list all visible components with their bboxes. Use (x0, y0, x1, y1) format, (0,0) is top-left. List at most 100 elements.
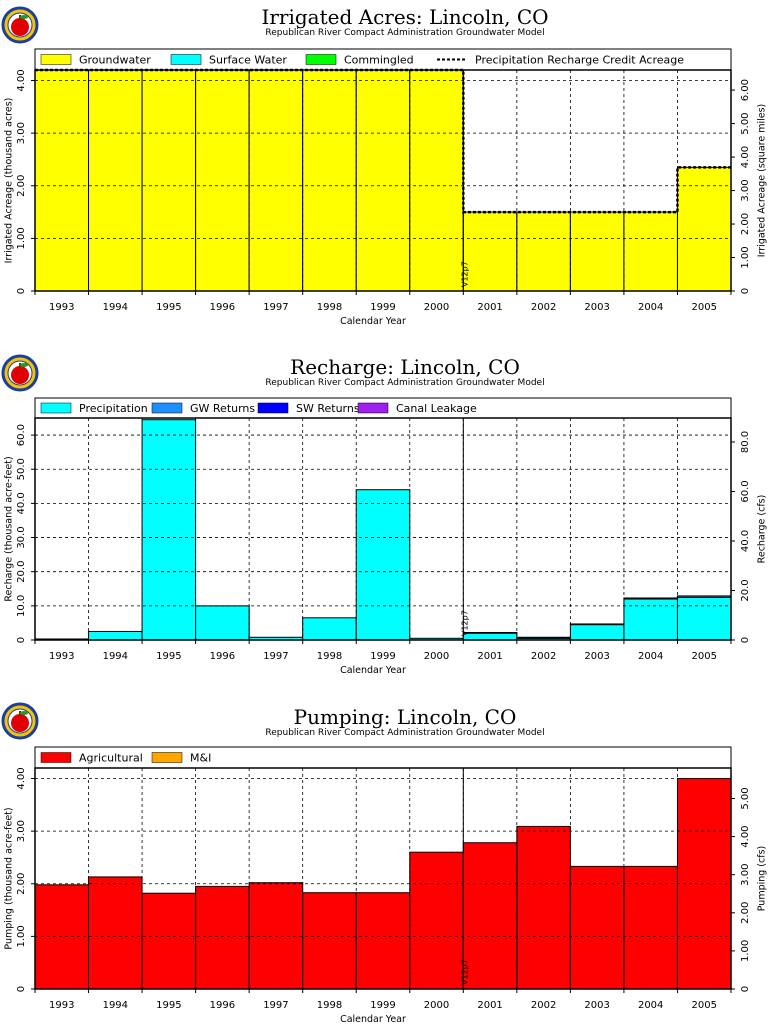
y-axis-label: Pumping (thousand acre-feet) (4, 807, 15, 949)
bar (141, 69, 197, 292)
x-tick-label: 1994 (103, 1000, 128, 1011)
x-tick-label: 1995 (156, 1000, 181, 1011)
y2-axis-label: Pumping (cfs) (757, 846, 768, 912)
x-tick-label: 2005 (692, 1000, 717, 1011)
y2-tick-label: 2.00 (740, 213, 751, 235)
bar (88, 69, 143, 292)
legend-label: SW Returns (296, 402, 360, 415)
bar (302, 69, 357, 292)
y-axis-label: Recharge (thousand acre-feet) (4, 456, 15, 601)
legend-swatch (40, 54, 72, 65)
x-tick-label: 1996 (210, 302, 235, 313)
x-tick-label: 2004 (638, 1000, 663, 1011)
x-tick-label: 1997 (263, 302, 288, 313)
y2-tick-label: 3.00 (740, 179, 751, 201)
x-axis-label: Calendar Year (340, 316, 406, 327)
annotation-label: V12p7 (460, 610, 469, 636)
y-tick-label: 3.00 (16, 820, 27, 842)
legend-swatch (40, 402, 72, 414)
plot-frame (34, 767, 732, 990)
bar (34, 884, 90, 990)
bar (195, 605, 250, 641)
y-tick-label: 40.0 (16, 492, 27, 514)
bar (355, 69, 411, 292)
x-tick-label: 2000 (424, 651, 449, 662)
annotation-label: V12p7 (460, 959, 469, 985)
bar (248, 882, 304, 990)
y-tick-label: 1.00 (16, 925, 27, 947)
legend-label: Groundwater (79, 54, 151, 67)
y2-tick-label: 5.00 (740, 112, 751, 134)
bar (88, 876, 143, 990)
x-tick-label: 2003 (584, 1000, 609, 1011)
x-tick-label: 1995 (156, 302, 181, 313)
bar (462, 632, 518, 641)
y-tick-label: 60.0 (16, 424, 27, 446)
plot-frame (34, 417, 732, 641)
legend-label: Precipitation (79, 402, 148, 415)
x-tick-label: 2003 (584, 651, 609, 662)
x-tick-label: 1994 (103, 302, 128, 313)
bar (676, 595, 732, 598)
bar (623, 597, 678, 600)
logo-stem (19, 363, 21, 368)
bar (409, 851, 464, 990)
chart-title: Recharge: Lincoln, CO (290, 355, 520, 379)
legend-swatch (151, 402, 183, 414)
chart-title: Irrigated Acres: Lincoln, CO (261, 5, 548, 29)
bar (569, 211, 625, 292)
apple-logo-icon (1, 702, 39, 740)
bar (516, 825, 571, 990)
x-tick-label: 2002 (531, 302, 556, 313)
x-tick-label: 1999 (370, 302, 395, 313)
bar (676, 596, 732, 641)
chart-title: Pumping: Lincoln, CO (294, 705, 517, 729)
y-tick-label: 0 (16, 288, 27, 294)
x-tick-label: 1996 (210, 651, 235, 662)
y-tick-label: 4.00 (16, 69, 27, 91)
legend-swatch (151, 752, 183, 763)
x-tick-label: 2005 (692, 651, 717, 662)
logo-apple (11, 714, 29, 732)
y-tick-label: 2.00 (16, 873, 27, 895)
y-tick-label: 20.0 (16, 561, 27, 583)
bar (516, 636, 571, 639)
y2-tick-label: 4.00 (740, 825, 751, 847)
bar (516, 211, 571, 292)
x-tick-label: 2000 (424, 302, 449, 313)
bar (623, 865, 678, 990)
y2-tick-label: 1.00 (740, 246, 751, 268)
chart-subtitle: Republican River Compact Administration … (265, 28, 544, 38)
y2-tick-label: 1.00 (740, 940, 751, 962)
bar (34, 69, 90, 292)
x-tick-label: 2001 (477, 651, 502, 662)
x-tick-label: 1997 (263, 651, 288, 662)
y-tick-label: 0 (16, 986, 27, 992)
chart-subtitle: Republican River Compact Administration … (265, 728, 544, 738)
bar (462, 211, 518, 292)
bar (569, 865, 625, 990)
y2-axis-label: Irrigated Acreage (square miles) (757, 104, 768, 258)
x-tick-label: 1998 (317, 1000, 342, 1011)
apple-logo-icon (1, 354, 39, 392)
logo-stem (19, 711, 21, 716)
y2-tick-label: 60.0 (740, 480, 751, 502)
logo-leaf (20, 363, 28, 367)
x-tick-label: 2001 (477, 1000, 502, 1011)
x-tick-label: 2003 (584, 302, 609, 313)
x-tick-label: 1999 (370, 651, 395, 662)
y-tick-label: 0 (16, 637, 27, 643)
legend-swatch (305, 54, 337, 65)
logo-leaf (20, 711, 28, 715)
logo-leaf (20, 15, 28, 19)
y-axis-label: Irrigated Acreage (thousand acres) (4, 98, 15, 264)
y2-axis-label: Recharge (cfs) (757, 495, 768, 564)
x-axis-label: Calendar Year (340, 1014, 406, 1024)
bar (302, 617, 357, 641)
x-tick-label: 1996 (210, 1000, 235, 1011)
plot-frame (34, 69, 732, 292)
